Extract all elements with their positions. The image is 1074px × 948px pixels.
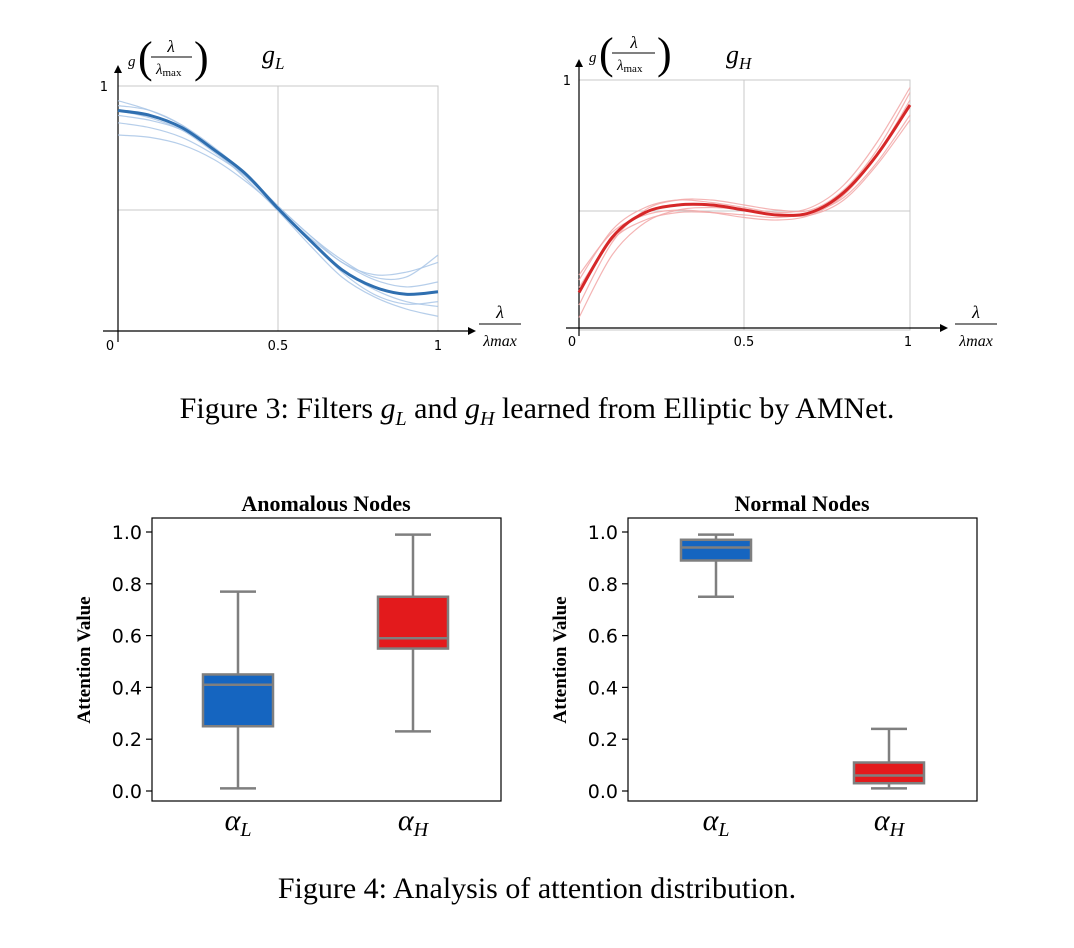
mean-curve — [577, 104, 912, 294]
x-axis-label: λ λmax — [479, 302, 521, 350]
boxplot-normal-nodes: Normal Nodes Attention Value 0.00.20.40.… — [550, 491, 978, 841]
panel-title: gL — [262, 40, 284, 73]
caption-var: g — [464, 392, 480, 425]
y-ticks: 0.0 0.2 0.4 0.6 0.8 1.0 — [588, 522, 628, 803]
curve-group — [577, 87, 912, 318]
filter-chart-gH: 0 0.5 1 1 gH g ( λ λmax ) λ λmax — [563, 29, 997, 350]
y-tick-label: 0.8 — [112, 574, 142, 596]
x-tick-label: 0 — [568, 335, 576, 350]
caption-text: Filters — [296, 392, 374, 425]
panel-title: Normal Nodes — [734, 491, 869, 516]
y-tick-label: 0.8 — [588, 574, 618, 596]
y-tick-label: 0.2 — [588, 729, 618, 751]
x-tick-label: 0 — [106, 339, 114, 354]
y-tick-label: 0.4 — [588, 677, 618, 699]
y-label-func: g — [128, 54, 136, 70]
plot-frame — [627, 517, 978, 802]
y-axis-label: Attention Value — [74, 596, 95, 723]
y-tick-label: 0.6 — [588, 626, 618, 648]
y-label-denominator: λmax — [155, 62, 182, 79]
y-tick-label: 0.0 — [588, 781, 618, 803]
x-tick-label: 1 — [434, 339, 442, 354]
category-label: αH — [398, 804, 430, 841]
y-tick-label: 1.0 — [588, 522, 618, 544]
x-axis-label: λ λmax — [955, 302, 997, 350]
y-label-numerator: λ — [629, 33, 637, 52]
y-label-func: g — [589, 50, 597, 66]
x-label-denominator: λmax — [958, 333, 993, 350]
box-L — [201, 673, 275, 728]
figure-3-caption: Figure 3: Filters gL and gH learned from… — [0, 392, 1074, 431]
box-group — [679, 533, 926, 790]
y-tick-label: 0.4 — [112, 677, 142, 699]
x-tick-label: 1 — [904, 335, 912, 350]
caption-var: g — [380, 392, 396, 425]
x-label-denominator: λmax — [482, 333, 517, 350]
y-axis-label: g ( λ λmax ) — [589, 29, 672, 78]
run-curve-run5 — [578, 114, 911, 288]
y-label-denominator: λmax — [616, 58, 643, 75]
caption-text: and — [414, 392, 458, 425]
x-axis-arrow-icon — [468, 327, 476, 335]
mean-curve — [117, 109, 439, 296]
y-label-paren-right: ) — [194, 33, 209, 82]
run-curve-run4 — [117, 105, 439, 317]
caption-text: learned from Elliptic by AMNet. — [501, 392, 895, 425]
y-label-paren-left: ( — [138, 33, 153, 82]
box-L — [679, 538, 753, 562]
x-label-numerator: λ — [495, 302, 504, 322]
category-label: αH — [874, 804, 906, 841]
x-axis-arrow-icon — [940, 324, 948, 332]
x-tick-label: 0.5 — [734, 335, 755, 350]
y-label-numerator: λ — [166, 37, 174, 56]
caption-sub: H — [479, 408, 495, 430]
y-tick-label: 0.0 — [112, 781, 142, 803]
category-label: αL — [703, 804, 730, 841]
filter-chart-gL: 0 0.5 1 1 gL g ( λ λmax ) λ λmax — [100, 33, 521, 354]
figure-4-caption: Figure 4: Analysis of attention distribu… — [277, 872, 797, 905]
caption-prefix: Figure 3: — [179, 392, 289, 425]
caption-sub: L — [395, 408, 407, 430]
curve-group — [117, 100, 439, 317]
x-tick-label: 0.5 — [268, 339, 289, 354]
y-axis-label: Attention Value — [550, 596, 571, 723]
box-H — [852, 761, 926, 785]
y-tick-label: 0.6 — [112, 626, 142, 648]
y-ticks: 0.0 0.2 0.4 0.6 0.8 1.0 — [112, 522, 152, 803]
box-group — [201, 533, 450, 790]
x-label-numerator: λ — [971, 302, 980, 322]
y-tick-label: 1 — [563, 74, 571, 89]
y-axis-arrow-icon — [575, 59, 583, 67]
y-tick-label: 0.2 — [112, 729, 142, 751]
y-axis-label: g ( λ λmax ) — [128, 33, 209, 82]
category-label: αL — [225, 804, 252, 841]
y-label-paren-left: ( — [599, 29, 614, 78]
boxplot-anomalous-nodes: Anomalous Nodes Attention Value 0.00.20.… — [74, 491, 502, 841]
y-tick-label: 1 — [100, 80, 108, 95]
box-H — [376, 595, 450, 650]
panel-title: Anomalous Nodes — [241, 491, 411, 516]
y-axis-arrow-icon — [114, 65, 122, 73]
plot-frame — [151, 517, 502, 802]
panel-title: gH — [726, 40, 753, 73]
run-curve-run1 — [578, 87, 911, 281]
y-label-paren-right: ) — [657, 29, 672, 78]
y-tick-label: 1.0 — [112, 522, 142, 544]
